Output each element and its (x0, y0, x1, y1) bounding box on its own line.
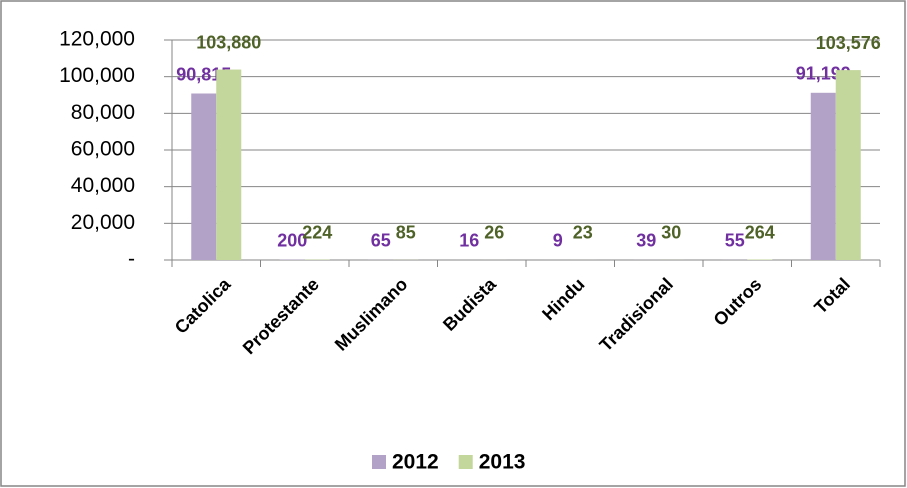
bar (835, 70, 861, 261)
bar (191, 93, 217, 261)
bar (810, 92, 836, 260)
legend-label: 2012 (392, 451, 439, 474)
data-label: 200 (277, 230, 307, 250)
legend-swatch (458, 455, 473, 469)
data-label: 65 (371, 231, 391, 251)
legend-label: 2013 (479, 451, 526, 474)
data-label: 224 (302, 222, 332, 242)
data-label: 39 (636, 231, 656, 251)
data-label: 30 (661, 223, 681, 243)
data-label: 55 (725, 231, 745, 251)
y-tick-label: 60,000 (71, 138, 135, 161)
data-label: 103,880 (196, 32, 261, 52)
data-label: 16 (459, 231, 479, 251)
data-label: 9 (553, 231, 563, 251)
legend-swatch (372, 455, 386, 469)
y-tick-label: - (128, 248, 135, 271)
data-label: 103,576 (816, 33, 881, 53)
y-tick-label: 80,000 (71, 101, 135, 124)
y-tick-label: 120,000 (59, 28, 135, 51)
data-label: 264 (745, 222, 775, 242)
bar (216, 69, 242, 260)
y-tick-label: 20,000 (71, 211, 135, 234)
data-label: 23 (573, 223, 593, 243)
data-label: 85 (396, 223, 416, 243)
y-tick-label: 100,000 (59, 64, 135, 87)
y-tick-label: 40,000 (71, 174, 135, 197)
data-label: 26 (484, 223, 504, 243)
